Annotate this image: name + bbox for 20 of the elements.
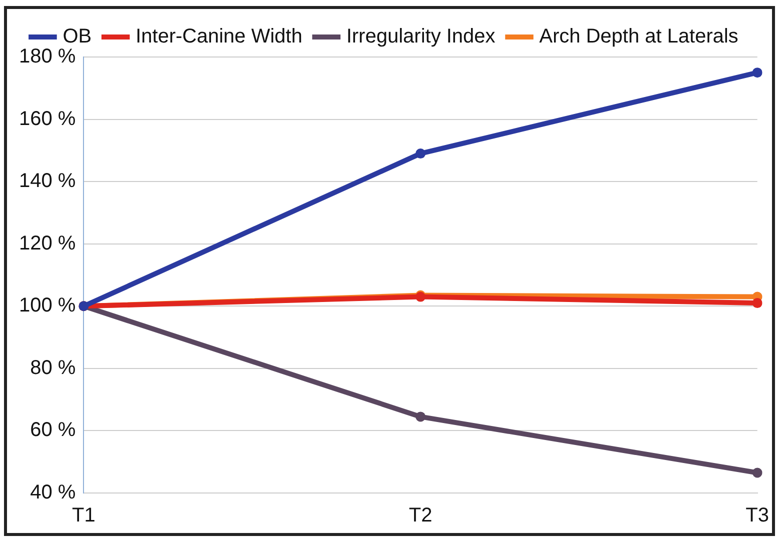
x-tick-label: T3 [746, 504, 769, 527]
legend-label: OB [62, 26, 92, 48]
x-tick-label: T2 [408, 504, 432, 527]
y-tick-label: 40 % [30, 482, 76, 504]
point [416, 412, 426, 422]
y-tick-label: 80 % [30, 356, 76, 379]
y-tick-label: 140 % [18, 170, 76, 192]
point [752, 468, 762, 478]
y-tick-label: 100 % [18, 294, 76, 317]
point [752, 68, 762, 78]
legend-label: Irregularity Index [346, 26, 496, 48]
y-tick-label: 60 % [30, 419, 76, 442]
point [752, 298, 762, 308]
y-tick-label: 180 % [18, 46, 76, 68]
legend-label: Arch Depth at Laterals [539, 26, 738, 48]
y-tick-label: 160 % [18, 108, 76, 130]
legend-label: Inter-Canine Width [136, 26, 302, 48]
x-tick-label: T1 [72, 504, 96, 527]
y-tick-label: 120 % [18, 232, 76, 254]
point [416, 148, 426, 159]
